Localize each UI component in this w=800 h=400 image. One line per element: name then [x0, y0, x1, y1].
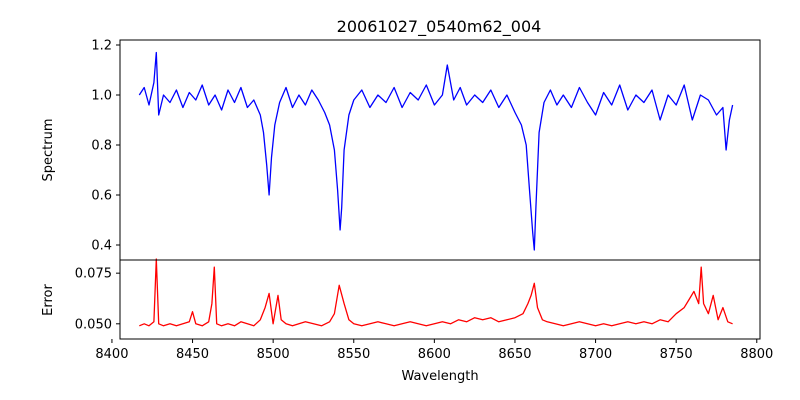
spectrum-y-tick-label: 1.0 — [91, 89, 112, 104]
error-y-tick-label: 0.075 — [75, 267, 112, 282]
spectrum-y-tick-label: 1.2 — [91, 39, 112, 54]
error-axes-frame — [119, 259, 761, 340]
error-series-line-0 — [139, 258, 733, 327]
spectrum-y-ticks: 0.4 0.6 0.8 1.0 1.2 — [91, 39, 120, 254]
x-tick-label: 8750 — [660, 347, 693, 362]
x-axis-label: Wavelength — [401, 369, 478, 384]
error-y-tick-label: 0.050 — [75, 317, 112, 332]
x-tick-label: 8700 — [579, 347, 612, 362]
chart-title: 20061027_0540m62_004 — [337, 17, 542, 37]
spectrum-axes-frame — [119, 39, 761, 261]
spectrum-series — [138, 51, 734, 251]
spectrum-y-label: Spectrum — [41, 119, 56, 182]
x-tick-label: 8450 — [176, 347, 209, 362]
x-tick-label: 8650 — [498, 347, 531, 362]
error-series — [139, 258, 733, 327]
spectrum-series-line-0 — [138, 51, 734, 251]
x-tick-label: 8600 — [418, 347, 451, 362]
x-tick-label: 8400 — [95, 347, 128, 362]
x-tick-label: 8500 — [257, 347, 290, 362]
error-y-ticks: 0.050 0.075 — [75, 267, 120, 332]
spectrum-y-tick-label: 0.4 — [91, 239, 112, 254]
x-tick-label: 8550 — [337, 347, 370, 362]
spectrum-panel: 0.4 0.6 0.8 1.0 1.2 Spectrum — [41, 39, 761, 261]
spectrum-y-tick-label: 0.6 — [91, 189, 112, 204]
error-x-ticks: 8400 8450 8500 8550 8600 8650 8700 8750 8800 — [95, 339, 773, 362]
spectrum-y-tick-label: 0.8 — [91, 139, 112, 154]
x-tick-label: 8800 — [740, 347, 773, 362]
error-y-label: Error — [41, 284, 56, 316]
